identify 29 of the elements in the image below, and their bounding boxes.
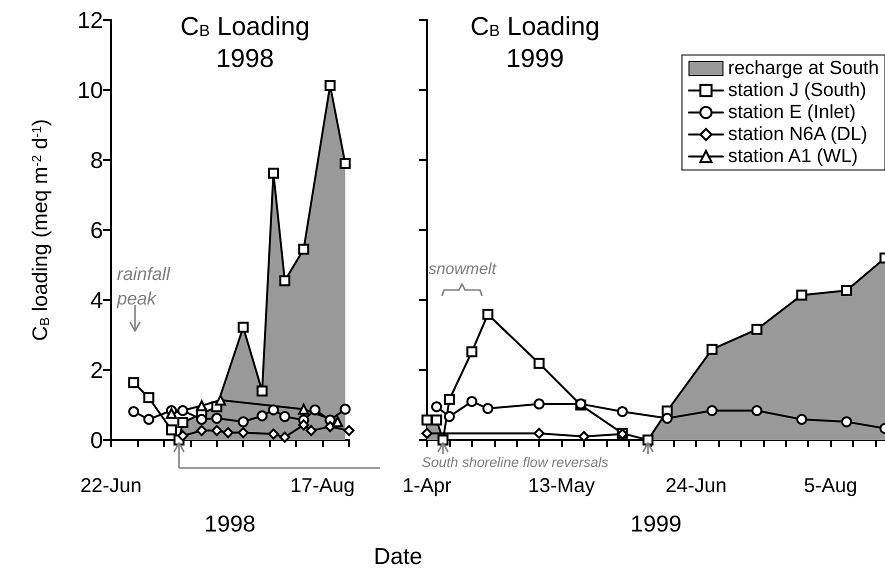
y-tick-label: 4 [90, 287, 104, 313]
x-tick-label: 5-Aug [804, 475, 858, 497]
legend-label: station A1 (WL) [728, 146, 858, 167]
annotation: rainfall peak [116, 264, 176, 308]
x-axis-title: 1998 [204, 510, 256, 536]
x-tick-label: 17-Aug [290, 475, 355, 497]
x-tick-label: 24-Jun [665, 475, 727, 497]
y-tick-label: 2 [90, 357, 103, 383]
legend-label: recharge at South [728, 58, 879, 79]
text: Date [374, 543, 422, 569]
legend-label: station N6A (DL) [728, 124, 868, 145]
text: 1999 [506, 43, 564, 73]
y-tick-label: 10 [77, 77, 103, 103]
chart-title: CB Loading [180, 11, 310, 41]
text: 1998 [216, 43, 274, 73]
legend-label: station J (South) [728, 80, 866, 101]
text: South shoreline flow reversals [422, 454, 608, 470]
legend-label: station E (Inlet) [728, 102, 856, 123]
y-tick-label: 8 [90, 147, 103, 173]
y-axis-title: CB loading (meq m-2 d-1) [29, 118, 52, 342]
chart-title: CB Loading [470, 11, 600, 41]
y-tick-label: 6 [90, 217, 103, 243]
y-tick-label: 12 [77, 7, 103, 33]
x-tick-label: 1-Apr [402, 475, 452, 497]
x-tick-label: 13-May [528, 475, 595, 497]
annotation: snowmelt [428, 261, 497, 278]
x-axis-title: 1999 [630, 510, 682, 536]
x-tick-label: 22-Jun [80, 475, 142, 497]
y-tick-label: 0 [90, 427, 103, 453]
